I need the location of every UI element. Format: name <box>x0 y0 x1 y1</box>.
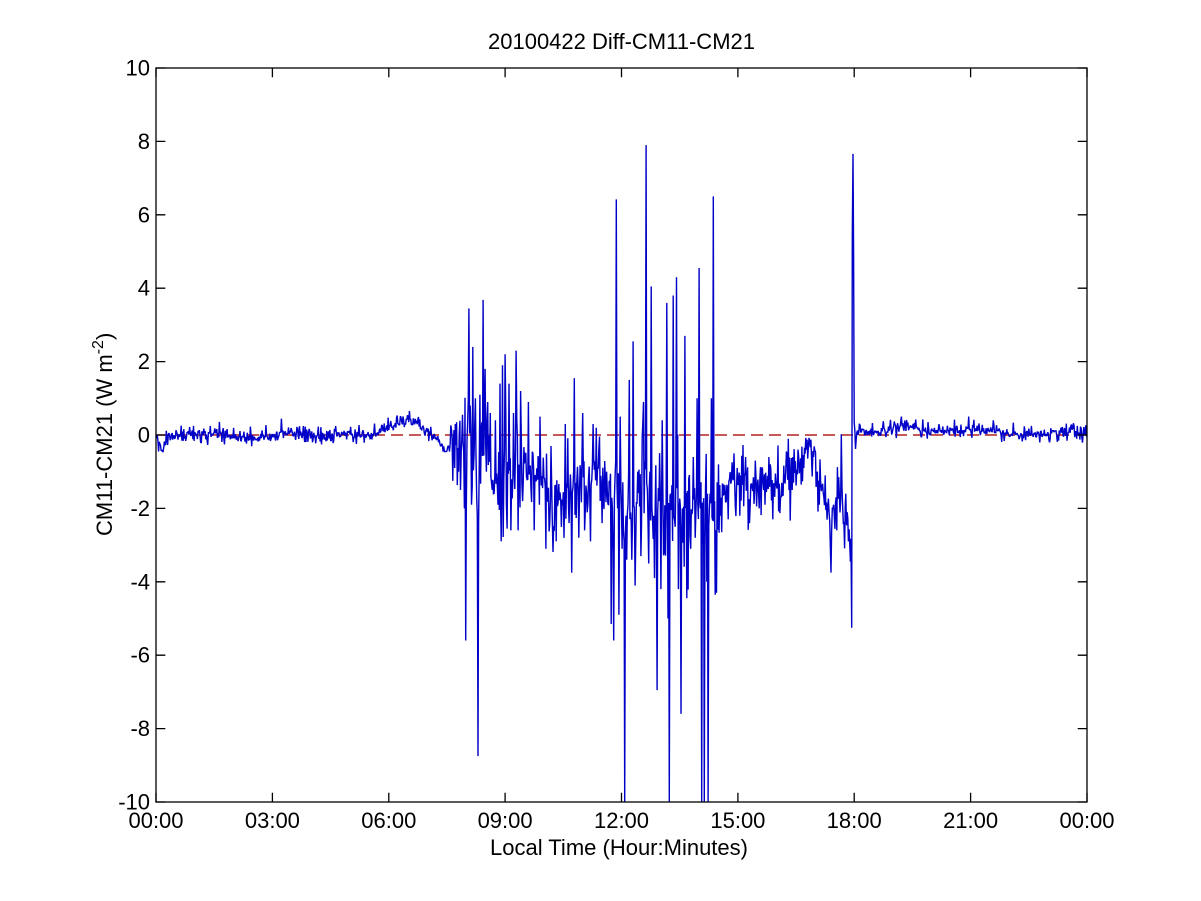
svg-text:4: 4 <box>138 276 150 301</box>
svg-text:00:00: 00:00 <box>1059 808 1114 833</box>
svg-text:0: 0 <box>138 423 150 448</box>
svg-text:10: 10 <box>126 56 150 81</box>
svg-text:-6: -6 <box>130 643 150 668</box>
svg-text:-4: -4 <box>130 569 150 594</box>
svg-text:21:00: 21:00 <box>943 808 998 833</box>
svg-text:09:00: 09:00 <box>478 808 533 833</box>
svg-text:-2: -2 <box>130 496 150 521</box>
svg-text:15:00: 15:00 <box>710 808 765 833</box>
svg-text:06:00: 06:00 <box>361 808 416 833</box>
svg-text:-10: -10 <box>118 790 150 815</box>
svg-text:20100422 Diff-CM11-CM21: 20100422 Diff-CM11-CM21 <box>488 29 755 54</box>
svg-text:00:00: 00:00 <box>128 808 183 833</box>
svg-text:-8: -8 <box>130 716 150 741</box>
svg-text:8: 8 <box>138 129 150 154</box>
svg-text:CM11-CM21 (W m-2): CM11-CM21 (W m-2) <box>90 333 117 536</box>
svg-text:18:00: 18:00 <box>827 808 882 833</box>
svg-text:12:00: 12:00 <box>594 808 649 833</box>
svg-text:2: 2 <box>138 349 150 374</box>
svg-text:03:00: 03:00 <box>245 808 300 833</box>
svg-text:6: 6 <box>138 202 150 227</box>
svg-text:Local Time (Hour:Minutes): Local Time (Hour:Minutes) <box>490 835 748 860</box>
